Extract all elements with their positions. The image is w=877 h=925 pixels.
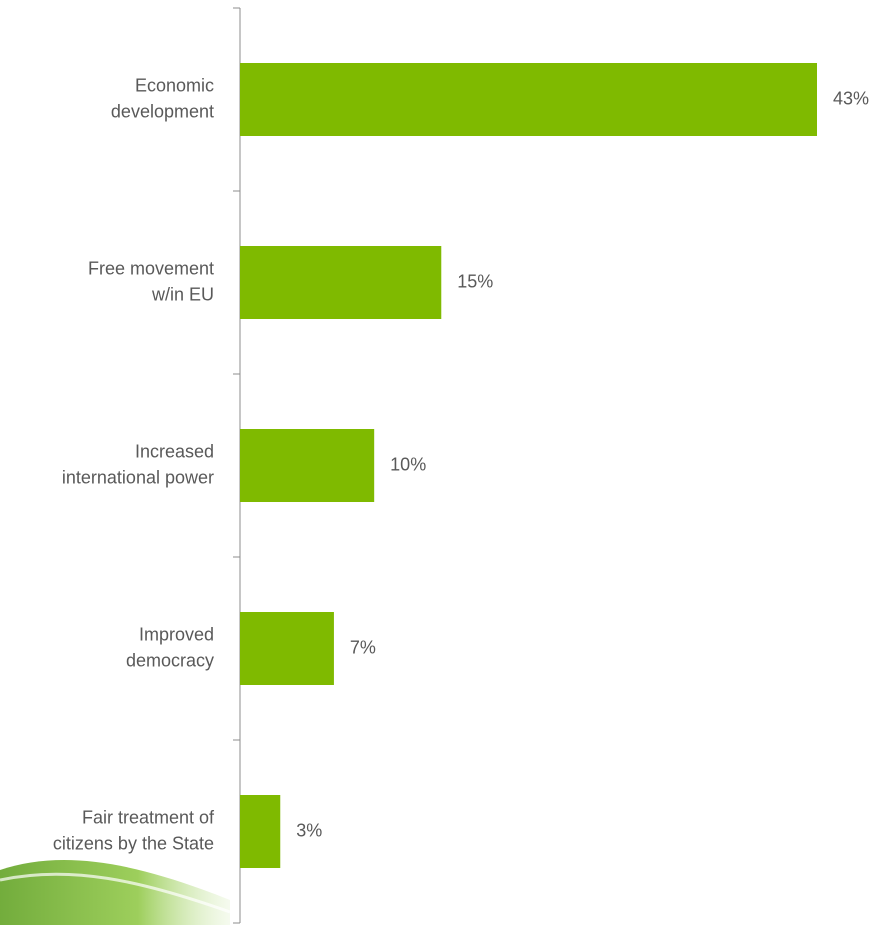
category-label: international power: [62, 467, 214, 487]
bar: [240, 63, 817, 136]
category-label: Improved: [139, 624, 214, 644]
category-label: Increased: [135, 441, 214, 461]
value-label: 7%: [350, 637, 376, 657]
bar: [240, 612, 334, 685]
value-label: 3%: [296, 820, 322, 840]
decoration-swoosh-highlight: [0, 872, 231, 914]
category-label: w/in EU: [151, 284, 214, 304]
value-label: 10%: [390, 454, 426, 474]
bar: [240, 429, 375, 502]
bar: [240, 246, 442, 319]
category-label: democracy: [126, 650, 214, 670]
decoration-swoosh: [0, 860, 230, 925]
value-label: 15%: [457, 271, 493, 291]
category-label: Economic: [135, 75, 214, 95]
value-label: 43%: [833, 88, 869, 108]
category-label: citizens by the State: [53, 833, 214, 853]
bar: [240, 795, 281, 868]
category-label: Free movement: [88, 258, 214, 278]
category-label: development: [111, 101, 214, 121]
category-label: Fair treatment of: [82, 807, 215, 827]
